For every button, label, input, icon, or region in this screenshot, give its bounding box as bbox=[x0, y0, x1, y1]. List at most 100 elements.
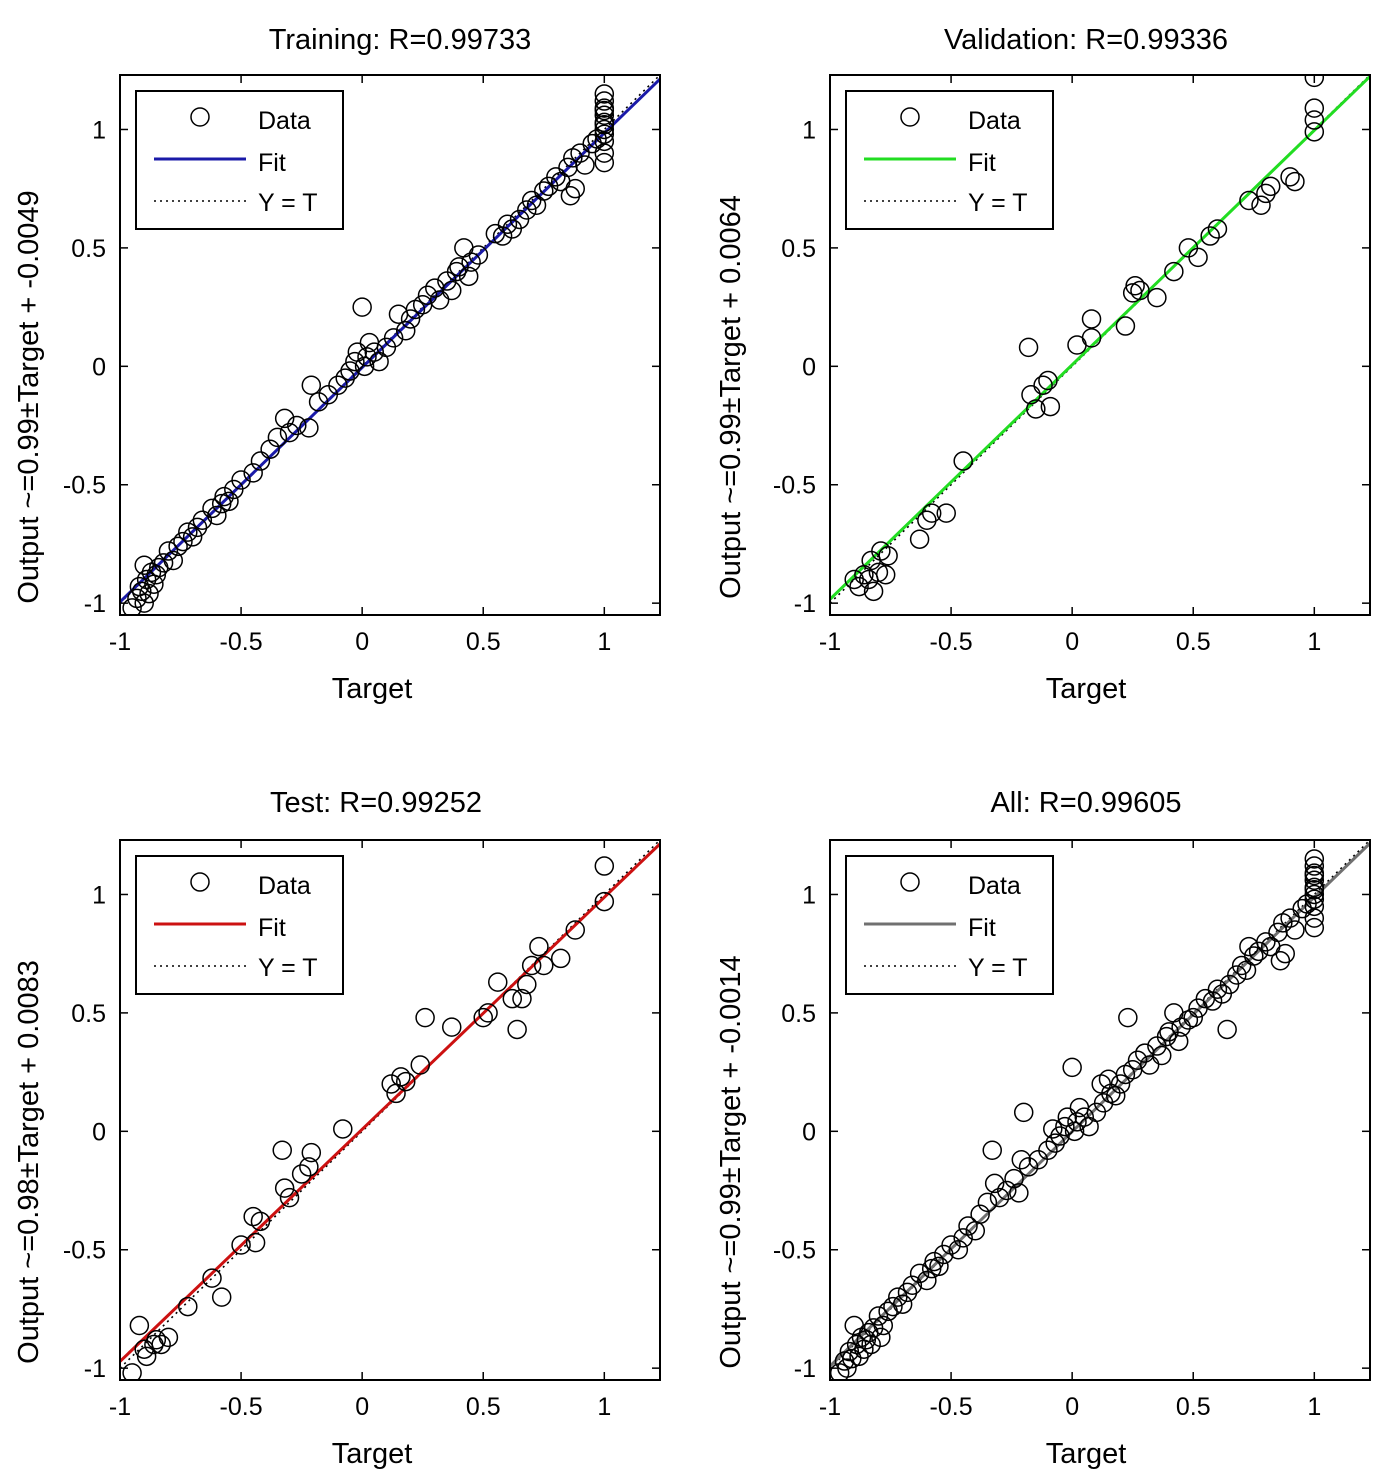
data-point bbox=[173, 531, 193, 552]
data-point bbox=[1304, 917, 1325, 938]
x-tick-label: -1 bbox=[109, 628, 131, 656]
data-point bbox=[410, 1055, 431, 1075]
data-point bbox=[512, 988, 532, 1009]
data-point bbox=[1033, 375, 1053, 396]
plot-content bbox=[120, 75, 660, 615]
y-tick-label: 0 bbox=[92, 353, 106, 381]
data-point bbox=[902, 1275, 923, 1296]
data-point bbox=[844, 569, 864, 590]
x-tick-label: -0.5 bbox=[930, 1393, 973, 1421]
data-point bbox=[400, 309, 421, 329]
data-point bbox=[168, 536, 188, 557]
data-point bbox=[340, 361, 360, 381]
x-axis-label: Target bbox=[1046, 673, 1127, 705]
y-tick-label: 0.5 bbox=[781, 235, 816, 263]
data-point bbox=[134, 593, 154, 613]
data-point bbox=[521, 190, 542, 211]
legend-ref-label: Y = T bbox=[968, 189, 1028, 217]
data-point bbox=[1139, 1055, 1160, 1075]
data-point bbox=[1026, 399, 1046, 419]
x-tick-label: 0 bbox=[355, 628, 369, 656]
legend-data-label: Data bbox=[968, 107, 1021, 135]
data-point bbox=[1045, 1133, 1065, 1153]
y-tick-label: -1 bbox=[84, 590, 106, 618]
data-point bbox=[219, 491, 239, 512]
data-point bbox=[1118, 1007, 1138, 1028]
data-point bbox=[352, 297, 372, 317]
data-point bbox=[354, 356, 375, 377]
data-point bbox=[182, 527, 203, 547]
data-point bbox=[497, 214, 518, 234]
data-point bbox=[873, 1315, 894, 1336]
data-point bbox=[299, 1157, 319, 1177]
legend-fit-label: Fit bbox=[968, 149, 996, 177]
data-point bbox=[594, 152, 615, 173]
data-point bbox=[299, 418, 319, 438]
data-point bbox=[888, 1287, 908, 1307]
data-point bbox=[1200, 226, 1220, 246]
x-tick-label: 0.5 bbox=[466, 1393, 501, 1421]
data-point bbox=[861, 1334, 881, 1355]
data-point bbox=[279, 1187, 300, 1208]
data-point bbox=[534, 181, 554, 201]
plot-content bbox=[120, 840, 660, 1380]
data-point bbox=[1304, 75, 1325, 88]
data-point bbox=[924, 1251, 944, 1272]
data-point bbox=[139, 583, 159, 604]
y-tick-label: 0 bbox=[92, 1118, 106, 1146]
data-point bbox=[921, 503, 942, 523]
legend-data-marker bbox=[190, 872, 210, 892]
data-point bbox=[429, 290, 450, 310]
data-point bbox=[507, 1019, 527, 1040]
x-axis-label: Target bbox=[332, 673, 413, 705]
data-point bbox=[163, 550, 184, 571]
data-point bbox=[1304, 884, 1325, 905]
y-tick-label: 0 bbox=[802, 353, 816, 381]
data-point bbox=[982, 1140, 1002, 1161]
data-point bbox=[260, 439, 280, 459]
data-point bbox=[383, 328, 404, 348]
data-point bbox=[1202, 991, 1223, 1011]
data-point bbox=[488, 972, 508, 992]
y-tick-label: -1 bbox=[794, 590, 816, 618]
data-point bbox=[1115, 316, 1136, 336]
data-point bbox=[521, 955, 542, 976]
legend-fit-label: Fit bbox=[258, 914, 286, 942]
data-point bbox=[917, 1270, 937, 1291]
legend-ref-label: Y = T bbox=[968, 954, 1028, 982]
y-axis-label: Output ~=0.99±Target + -0.0014 bbox=[715, 955, 747, 1368]
data-point bbox=[178, 522, 198, 542]
data-point bbox=[287, 415, 307, 436]
y-tick-label: 1 bbox=[92, 881, 106, 909]
data-point bbox=[1011, 1149, 1032, 1170]
data-point bbox=[546, 167, 566, 187]
data-point bbox=[468, 245, 489, 265]
data-point bbox=[1021, 384, 1041, 405]
data-point bbox=[1304, 870, 1325, 891]
y-tick-label: -1 bbox=[794, 1355, 816, 1383]
data-point bbox=[936, 503, 956, 523]
y-tick-label: 0.5 bbox=[71, 235, 106, 263]
data-point bbox=[953, 451, 973, 471]
data-point bbox=[565, 178, 585, 199]
data-point bbox=[875, 564, 896, 585]
data-point bbox=[1292, 898, 1312, 919]
data-point bbox=[473, 1007, 493, 1028]
data-point bbox=[997, 1180, 1017, 1201]
data-point bbox=[250, 451, 271, 471]
legend-data-marker bbox=[900, 107, 920, 127]
x-tick-label: 1 bbox=[597, 1393, 611, 1421]
legend-data-label: Data bbox=[258, 872, 311, 900]
x-tick-label: -0.5 bbox=[220, 1393, 263, 1421]
y-axis-label: Output ~=0.99±Target + -0.0049 bbox=[13, 190, 45, 603]
legend-fit-label: Fit bbox=[258, 149, 286, 177]
data-point bbox=[178, 1296, 198, 1317]
data-point bbox=[953, 1228, 973, 1248]
data-point bbox=[1038, 1140, 1058, 1161]
data-point bbox=[989, 1187, 1010, 1208]
data-point bbox=[594, 124, 615, 144]
x-tick-label: -0.5 bbox=[220, 628, 263, 656]
data-point bbox=[871, 1327, 891, 1348]
data-point bbox=[849, 1346, 869, 1367]
data-point bbox=[478, 1003, 498, 1023]
